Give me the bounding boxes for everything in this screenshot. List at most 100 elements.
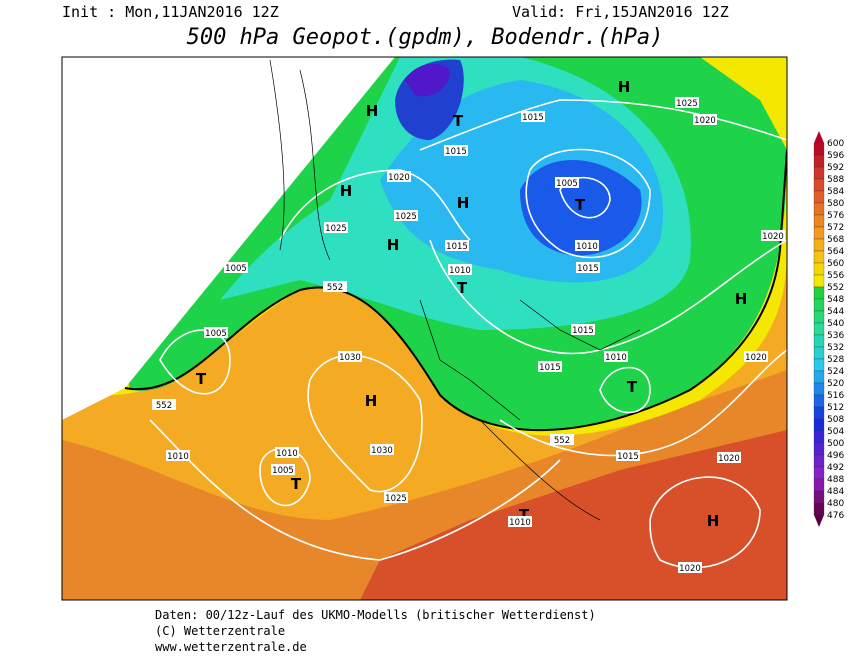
colorbar-label: 512 [827, 403, 844, 413]
contour-label-box [387, 171, 411, 182]
contour-label-box [166, 450, 190, 461]
contour-label-box [444, 145, 468, 156]
contour-label: 1030 [371, 446, 393, 456]
colorbar-segment [813, 502, 825, 516]
contour-label: 1025 [385, 494, 407, 504]
pressure-center: T [519, 506, 530, 524]
contour-label-box [675, 97, 699, 108]
pressure-center: H [340, 182, 353, 200]
colorbar-label: 504 [827, 427, 844, 437]
colorbar-label: 508 [827, 415, 844, 425]
colorbar-label: 516 [827, 391, 844, 401]
valid-time: Valid: Fri,15JAN2016 12Z [512, 3, 729, 21]
colorbar-segment [813, 394, 825, 408]
contour-label: 1005 [225, 264, 247, 274]
colorbar-label: 592 [827, 163, 844, 173]
contour-label: 1015 [617, 452, 639, 462]
footer-line: (C) Wetterzentrale [155, 624, 285, 638]
contour-label-box [575, 240, 599, 251]
colorbar-label: 540 [827, 319, 844, 329]
pressure-center: H [457, 194, 470, 212]
contour-labels: 1025 1020 1015 1015 1020 1005 1025 1025 1020 1015… [152, 97, 785, 574]
contour-label-box [717, 452, 741, 463]
colorbar-cap [814, 515, 824, 527]
contour-label-box [204, 327, 228, 338]
contour-label-box [571, 324, 595, 335]
colorbar-segment [813, 310, 825, 324]
contour-label: 1015 [539, 363, 561, 373]
colorbar-segment [813, 382, 825, 396]
contour-label: 1020 [679, 564, 701, 574]
colorbar-segment [813, 190, 825, 204]
pressure-center: H [387, 236, 400, 254]
pressure-center: T [575, 196, 586, 214]
colorbar-segment [813, 274, 825, 288]
contour-label: 1020 [718, 454, 740, 464]
map-frame [61, 56, 788, 601]
pressure-centers: H H T H H H T T H T H T T T H [196, 78, 747, 530]
contour-label: 1010 [605, 353, 627, 363]
colorbar-segment [813, 454, 825, 468]
colorbar-label: 496 [827, 451, 844, 461]
contour-label: 1005 [205, 329, 227, 339]
contour-label-box [538, 361, 562, 372]
colorbar-segment [813, 214, 825, 228]
pressure-center: H [735, 290, 748, 308]
colorbar-segment [813, 430, 825, 444]
contour-label-box [324, 222, 348, 233]
colorbar-cap [814, 131, 824, 143]
contour-label: 1015 [522, 113, 544, 123]
colorbar-label: 580 [827, 199, 844, 209]
colorbar-segment [813, 442, 825, 456]
contour-label: 552 [327, 283, 343, 293]
colorbar-label: 488 [827, 475, 844, 485]
contour-label: 1020 [694, 116, 716, 126]
contour-label: 552 [554, 436, 570, 446]
contour-label: 1010 [449, 266, 471, 276]
contour-label: 1020 [762, 232, 784, 242]
contour-label-box [271, 464, 295, 475]
colorbar: 600 596 592 588 584 580 576 572 568 564 560 556 552 5… [813, 131, 844, 527]
colorbar-label: 520 [827, 379, 844, 389]
colorbar-segment [813, 286, 825, 300]
colorbar-label: 500 [827, 439, 844, 449]
colorbar-segment [813, 238, 825, 252]
contour-label-box [448, 264, 472, 275]
contour-label-box [224, 262, 248, 273]
colorbar-label: 484 [827, 487, 844, 497]
pressure-center: T [627, 378, 638, 396]
colorbar-label: 544 [827, 307, 844, 317]
colorbar-segment [813, 202, 825, 216]
pressure-center: H [707, 512, 720, 530]
contour-label-box [576, 262, 600, 273]
colorbar-segment [813, 178, 825, 192]
contour-label: 1025 [325, 224, 347, 234]
colorbar-segment [813, 418, 825, 432]
colorbar-segment [813, 358, 825, 372]
colorbar-segment [813, 226, 825, 240]
contour-label: 552 [156, 401, 172, 411]
colorbar-label: 476 [827, 511, 844, 521]
colorbar-label: 584 [827, 187, 844, 197]
footer-line: Daten: 00/12z-Lauf des UKMO-Modells (bri… [155, 608, 596, 622]
colorbar-label: 556 [827, 271, 844, 281]
contour-label-box [152, 399, 176, 410]
colorbar-label: 492 [827, 463, 844, 473]
contour-label: 1010 [509, 518, 531, 528]
map-field [62, 57, 787, 600]
contour-label: 1020 [388, 173, 410, 183]
pressure-center: H [366, 102, 379, 120]
contour-label-box [445, 240, 469, 251]
contour-label: 1005 [272, 466, 294, 476]
contour-label: 1015 [445, 147, 467, 157]
colorbar-label: 588 [827, 175, 844, 185]
colorbar-segment [813, 370, 825, 384]
colorbar-segment [813, 322, 825, 336]
contour-label: 1015 [572, 326, 594, 336]
contour-label: 1010 [167, 452, 189, 462]
contour-label-box [323, 281, 347, 292]
colorbar-segment [813, 142, 825, 156]
pressure-center: T [453, 112, 464, 130]
colorbar-label: 480 [827, 499, 844, 509]
contour-label: 1025 [676, 99, 698, 109]
